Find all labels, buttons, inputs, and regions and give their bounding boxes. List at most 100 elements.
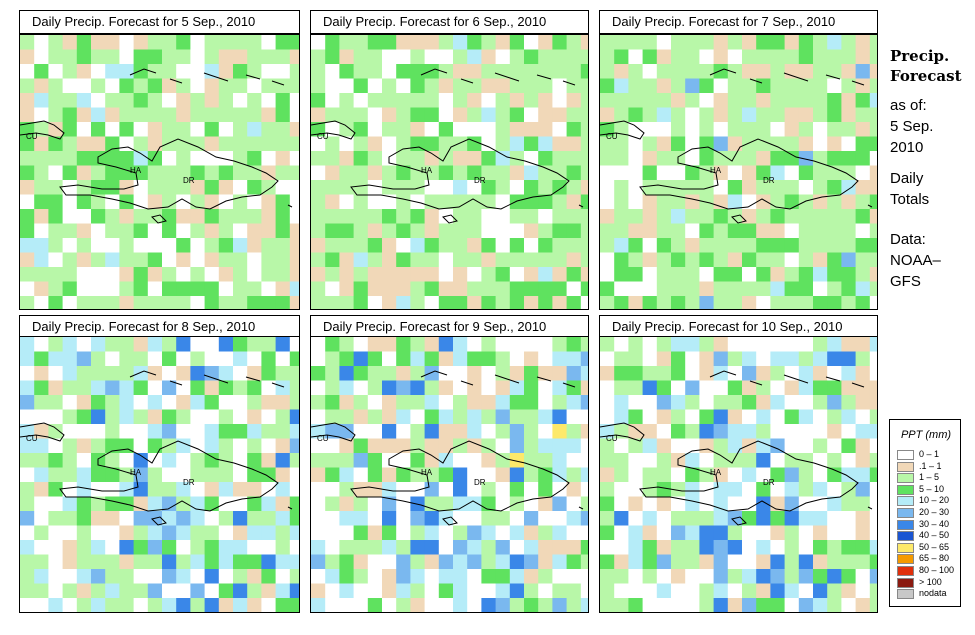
precip-cell bbox=[275, 122, 291, 138]
precip-cell bbox=[509, 151, 525, 167]
precip-cell bbox=[367, 380, 383, 396]
precip-cell bbox=[642, 223, 658, 239]
precip-cell bbox=[467, 122, 482, 138]
precip-cell bbox=[20, 93, 35, 109]
precip-cell bbox=[247, 122, 262, 138]
precip-cell bbox=[289, 482, 299, 498]
precip-cell bbox=[20, 223, 35, 239]
precip-cell bbox=[727, 482, 743, 498]
precip-cell bbox=[770, 482, 786, 498]
precip-cell bbox=[353, 122, 369, 138]
precip-cell bbox=[784, 107, 800, 123]
precip-cell bbox=[62, 395, 78, 411]
precip-cell bbox=[289, 194, 299, 210]
precip-cell bbox=[642, 281, 658, 297]
precip-cell bbox=[20, 180, 35, 196]
precip-cell bbox=[671, 424, 686, 440]
precip-cell bbox=[481, 35, 497, 51]
precip-cell bbox=[162, 122, 177, 138]
precip-cell bbox=[481, 380, 497, 396]
precip-cell bbox=[495, 351, 511, 367]
country-label-ha: HA bbox=[130, 468, 142, 477]
precip-cell bbox=[204, 122, 220, 138]
precip-cell bbox=[727, 366, 743, 382]
precip-cell bbox=[798, 351, 814, 367]
precip-cell bbox=[642, 337, 658, 353]
hispaniola-coastline bbox=[639, 138, 859, 210]
precip-cell bbox=[481, 238, 497, 254]
precip-cell bbox=[495, 296, 511, 309]
precip-cell bbox=[339, 223, 355, 239]
precip-cell bbox=[147, 540, 163, 556]
precip-cell bbox=[827, 151, 842, 167]
precip-cell bbox=[48, 525, 64, 541]
precip-cell bbox=[119, 583, 135, 599]
precip-cell bbox=[552, 49, 568, 65]
precip-cell bbox=[396, 122, 411, 138]
precip-cell bbox=[48, 238, 64, 254]
precip-cell bbox=[325, 453, 340, 469]
precip-cell bbox=[481, 252, 497, 268]
precip-cell bbox=[48, 194, 64, 210]
precip-cell bbox=[382, 107, 397, 123]
precip-cell bbox=[34, 223, 49, 239]
precip-cell bbox=[481, 438, 497, 454]
precip-cell bbox=[119, 209, 135, 225]
precip-cell bbox=[869, 511, 877, 527]
precip-cell bbox=[453, 64, 468, 80]
precip-cell bbox=[552, 511, 568, 527]
precip-cell bbox=[339, 511, 355, 527]
country-label-dr: DR bbox=[183, 478, 195, 487]
precip-cell bbox=[353, 395, 369, 411]
precip-cell bbox=[233, 180, 248, 196]
precip-cell bbox=[685, 267, 700, 283]
precip-cell bbox=[580, 267, 588, 283]
precip-cell bbox=[614, 409, 629, 425]
precip-cell bbox=[524, 238, 539, 254]
precip-cell bbox=[656, 64, 672, 80]
precip-cell bbox=[20, 296, 35, 309]
precip-cell bbox=[91, 540, 106, 556]
precip-cell bbox=[34, 296, 49, 309]
precip-cell bbox=[614, 296, 629, 309]
precip-cell bbox=[467, 209, 482, 225]
precip-cell bbox=[770, 366, 786, 382]
precip-cell bbox=[467, 180, 482, 196]
precip-cell bbox=[538, 380, 553, 396]
precip-cell bbox=[509, 49, 525, 65]
precip-cell bbox=[147, 180, 163, 196]
precip-cell bbox=[325, 252, 340, 268]
precip-cell bbox=[770, 511, 786, 527]
precip-cell bbox=[204, 540, 220, 556]
precip-cell bbox=[713, 438, 729, 454]
precip-cell bbox=[600, 525, 615, 541]
precip-cell bbox=[289, 165, 299, 181]
precip-cell bbox=[713, 395, 729, 411]
precip-cell bbox=[353, 223, 369, 239]
precip-cell bbox=[325, 467, 340, 483]
precip-cell bbox=[218, 238, 234, 254]
precip-cell bbox=[204, 511, 220, 527]
precip-cell bbox=[261, 194, 277, 210]
precip-cell bbox=[233, 337, 248, 353]
precip-cell bbox=[76, 351, 92, 367]
precip-cell bbox=[247, 598, 262, 612]
precip-cell bbox=[204, 107, 220, 123]
precip-cell bbox=[509, 424, 525, 440]
precip-cell bbox=[275, 151, 291, 167]
small-island-coastline bbox=[731, 506, 873, 526]
precip-cell bbox=[20, 64, 35, 80]
small-island-coastline bbox=[151, 204, 293, 224]
precip-cell bbox=[105, 380, 120, 396]
precip-cell bbox=[727, 194, 743, 210]
precip-cell bbox=[367, 223, 383, 239]
precip-cell bbox=[813, 64, 828, 80]
precip-cell bbox=[311, 223, 326, 239]
precip-cell bbox=[76, 569, 92, 585]
precip-cell bbox=[105, 467, 120, 483]
precip-cell bbox=[367, 511, 383, 527]
data-source-line: GFS bbox=[890, 273, 921, 290]
precip-cell bbox=[685, 180, 700, 196]
precip-cell bbox=[76, 180, 92, 196]
precip-cell bbox=[247, 136, 262, 152]
